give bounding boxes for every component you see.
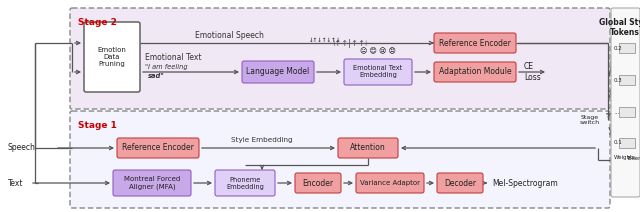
FancyBboxPatch shape <box>84 22 140 92</box>
Text: 0.3: 0.3 <box>614 78 623 82</box>
Text: Variance Adaptor: Variance Adaptor <box>360 180 420 186</box>
FancyBboxPatch shape <box>295 173 341 193</box>
FancyBboxPatch shape <box>70 8 610 109</box>
Text: Global Style
Tokens: Global Style Tokens <box>599 18 640 37</box>
Text: Encoder: Encoder <box>303 179 333 187</box>
FancyBboxPatch shape <box>242 61 314 83</box>
FancyBboxPatch shape <box>113 170 191 196</box>
FancyBboxPatch shape <box>434 33 516 53</box>
Text: 0.1: 0.1 <box>614 141 623 145</box>
Text: Speech: Speech <box>8 144 36 152</box>
FancyBboxPatch shape <box>434 62 516 82</box>
FancyBboxPatch shape <box>619 43 635 53</box>
FancyBboxPatch shape <box>611 8 640 197</box>
Text: Weights: Weights <box>614 155 636 160</box>
Text: Decoder: Decoder <box>444 179 476 187</box>
FancyBboxPatch shape <box>70 111 610 208</box>
FancyBboxPatch shape <box>619 107 635 117</box>
Text: Style Embedding: Style Embedding <box>231 137 293 143</box>
FancyBboxPatch shape <box>344 59 412 85</box>
Text: ⊣↑↑|↑↑⊢: ⊣↑↑|↑↑⊢ <box>327 39 372 47</box>
Text: Text: Text <box>8 179 24 187</box>
Text: Tokens: Tokens <box>626 155 640 160</box>
Text: Emotional Text: Emotional Text <box>145 53 202 61</box>
FancyBboxPatch shape <box>215 170 275 196</box>
Text: Emotional Text
Embedding: Emotional Text Embedding <box>353 66 403 78</box>
Text: 0.2: 0.2 <box>614 46 623 50</box>
Text: ↓↑↓↑↓↑↓: ↓↑↓↑↓↑↓ <box>309 35 341 43</box>
Text: ...: ... <box>614 110 620 114</box>
FancyBboxPatch shape <box>117 138 199 158</box>
Text: 😐 😊 😢 😠: 😐 😊 😢 😠 <box>360 47 396 53</box>
Text: Reference Encoder: Reference Encoder <box>122 144 194 152</box>
Text: Reference Encoder: Reference Encoder <box>439 39 511 47</box>
Text: "I am feeling: "I am feeling <box>145 64 188 70</box>
Text: sad": sad" <box>148 73 164 79</box>
FancyBboxPatch shape <box>356 173 424 193</box>
Text: Stage 1: Stage 1 <box>78 121 117 130</box>
Text: Adaptation Module: Adaptation Module <box>438 67 511 77</box>
Text: CE
Loss: CE Loss <box>524 62 541 82</box>
Text: Language Model: Language Model <box>246 67 310 77</box>
Text: Mel-Spectrogram: Mel-Spectrogram <box>492 179 557 187</box>
Text: Stage 2: Stage 2 <box>78 18 117 27</box>
FancyBboxPatch shape <box>619 138 635 148</box>
Text: Emotional Speech: Emotional Speech <box>195 32 264 40</box>
Text: Emotion
Data
Pruning: Emotion Data Pruning <box>97 47 127 67</box>
FancyBboxPatch shape <box>338 138 398 158</box>
FancyBboxPatch shape <box>437 173 483 193</box>
FancyBboxPatch shape <box>619 75 635 85</box>
Text: Stage
switch: Stage switch <box>580 115 600 126</box>
Text: Phoneme
Embedding: Phoneme Embedding <box>226 177 264 190</box>
Text: Attention: Attention <box>350 144 386 152</box>
Text: Montreal Forced
Aligner (MFA): Montreal Forced Aligner (MFA) <box>124 176 180 190</box>
